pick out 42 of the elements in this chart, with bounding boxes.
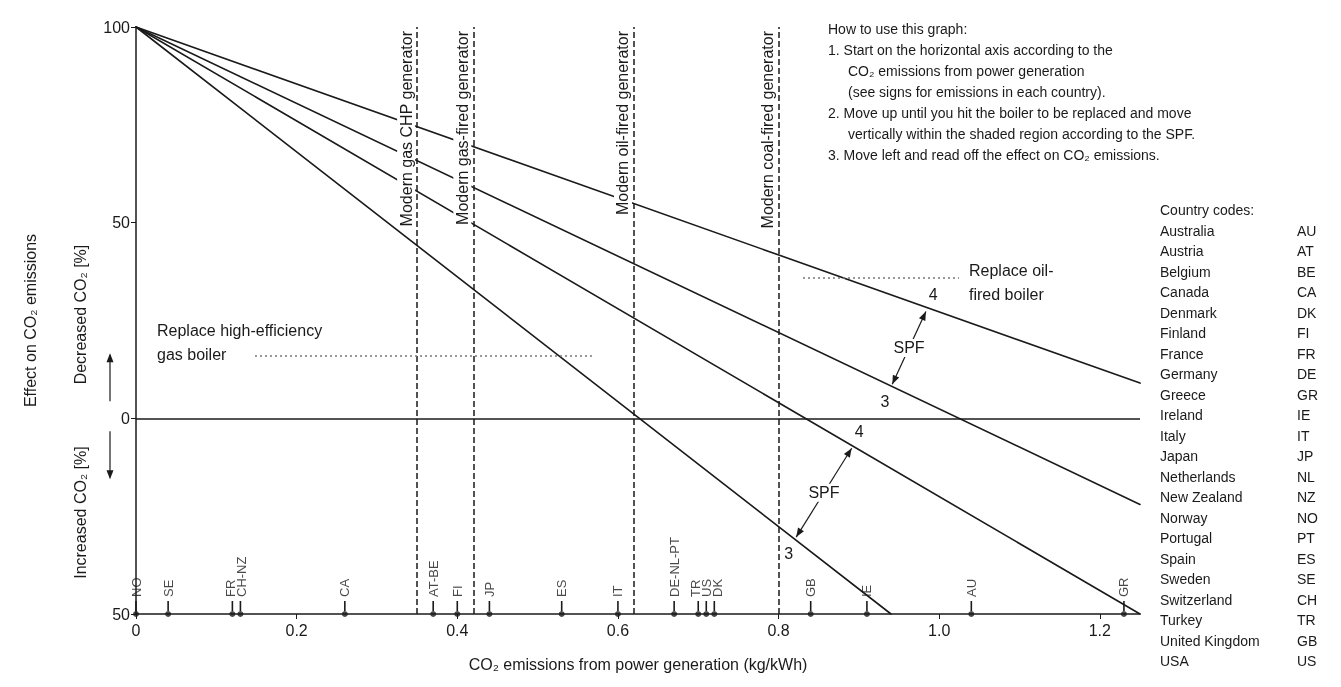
data-label: DE-NL-PT [666,536,682,597]
annotation: 4 [928,286,938,304]
data-label: GB [803,578,819,597]
x-tick-label: 1.0 [928,621,951,639]
data-label: ES [554,579,570,597]
data-label: NO [128,577,144,597]
text: Decreased CO₂ [%] [71,244,89,385]
ref-line-label: Modern oil-fired generator [614,30,632,216]
x-tick-label: 0.2 [285,621,308,639]
text: Increased CO₂ [%] [71,446,89,579]
data-label: IT [610,585,626,597]
text: Country codes: Australia AU Austria AT Belgium BE Canada CA Denmark DK Finland FI France FR Germany DE Greece GR Ireland IE Italy IT Japan JP Netherlands NL New Zealand NZ Norway NO Portugal PT Spain ES Sweden SE Switzerland CH Turkey TR United Kingdom GB USA US [1160,202,1318,669]
annotation: 3 [784,545,794,563]
data-label: CH-NZ [234,556,250,597]
annotation: SPF [808,484,840,502]
data-label: TR [687,579,703,597]
annotation: Replace oil- fired boiler [969,261,1054,303]
ref-line-label: Modern coal-fired generator [759,30,777,229]
x-tick-label: 1.2 [1088,621,1112,639]
x-tick-label: 0.8 [767,621,790,639]
ref-line-label: Modern gas CHP generator [397,30,415,227]
data-label: CA [337,578,353,597]
data-label: AT-BE [425,560,441,597]
x-tick-label: 0.6 [606,621,630,639]
data-label: FI [449,585,465,597]
y-tick-label: 50 [112,214,131,232]
annotation: 4 [854,423,864,441]
y-tick-label: 50 [112,605,131,623]
x-tick-label: 0.4 [446,621,469,639]
y-tick-label: 0 [121,409,131,427]
annotation: SPF [893,339,925,357]
annotation: How to use this graph: 1. Start on the horizontal axis according to the CO₂ emissions from power generation (see signs for emissions in each country). 2. Move up until you hit the boiler to be replaced and move vertically within the shaded region according to the SPF. 3. Move left and read off the effect on CO₂ emissions. [828,21,1196,163]
annotation: 3 [880,392,890,410]
x-axis-title: CO₂ emissions from power generation (kg/kWh) [468,655,808,673]
data-label: JP [481,581,497,597]
y-axis-title: Effect on CO₂ emissions [21,233,39,408]
data-label: AU [963,578,979,597]
data-label: SE [160,579,176,597]
ref-line-label: Modern gas-fired generator [453,30,471,225]
annotation: Replace high-efficiency gas boiler [157,321,323,363]
data-label: GR [1116,577,1132,597]
y-tick-label: 100 [103,18,131,36]
